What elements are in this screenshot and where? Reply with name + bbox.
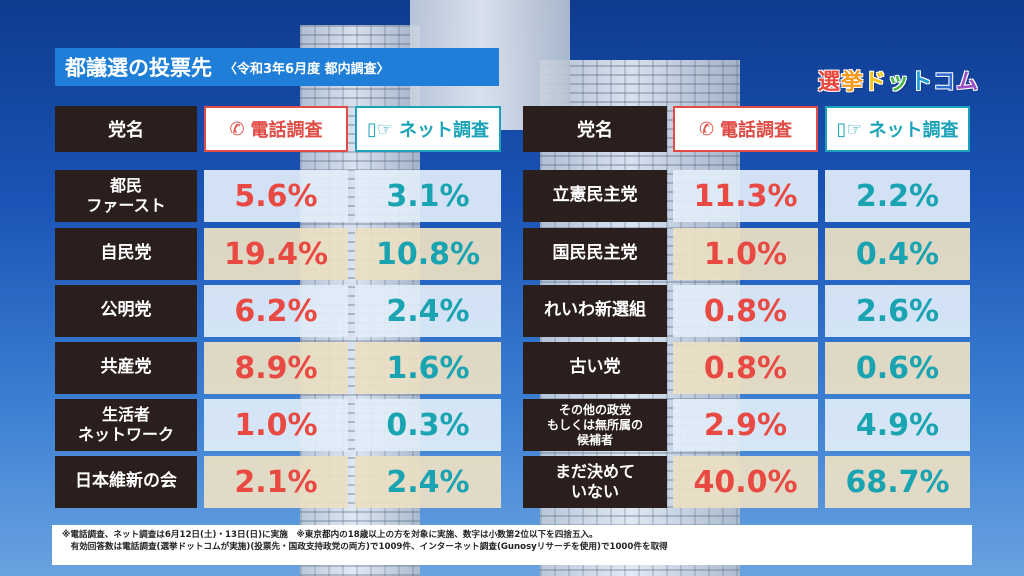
net-value: 1.6% [355, 342, 501, 394]
net-value: 3.1% [355, 170, 501, 222]
phone-value: 5.6% [204, 170, 348, 222]
table-row: まだ決めて いない 40.0% 68.7% [0, 456, 1024, 508]
table-row: 自民党 19.4% 10.8% [0, 228, 1024, 280]
header-label: 党名 [108, 120, 144, 141]
phone-value: 2.1% [204, 456, 348, 508]
left-header-net: ▯☞ ネット調査 [355, 106, 501, 152]
header-label: 電話調査 [720, 120, 793, 141]
page-title: 都議選の投票先 [65, 56, 212, 80]
party-name: 立憲民主党 [523, 170, 667, 222]
phone-value: 40.0% [673, 456, 818, 508]
header-label: ネット調査 [399, 120, 490, 141]
footnote: ※電話調査、ネット調査は6月12日(土)・13日(日)に実施 ※東京都内の18歳… [52, 525, 972, 565]
table-row: れいわ新選組 0.8% 2.6% [0, 285, 1024, 337]
party-name: 生活者 ネットワーク [55, 399, 197, 451]
phone-value: 2.9% [673, 399, 818, 451]
net-value: 0.4% [825, 228, 970, 280]
party-name: 自民党 [55, 228, 197, 280]
phone-value: 1.0% [673, 228, 818, 280]
net-value: 0.3% [355, 399, 501, 451]
party-name: 共産党 [55, 342, 197, 394]
party-name: その他の政党 もしくは無所属の 候補者 [523, 399, 667, 451]
table-row: 生活者 ネットワーク 1.0% 0.3% [0, 399, 1024, 451]
right-header-party: 党名 [523, 106, 667, 152]
table-row: 国民民主党 1.0% 0.4% [0, 228, 1024, 280]
phone-value: 11.3% [673, 170, 818, 222]
left-header-party: 党名 [55, 106, 197, 152]
net-value: 2.6% [825, 285, 970, 337]
party-name: 日本維新の会 [55, 456, 197, 508]
phone-value: 1.0% [204, 399, 348, 451]
phone-icon: ✆ [229, 118, 245, 140]
footnote-line-2: 有効回答数は電話調査(選挙ドットコムが実施)(投票先・国政支持政党の両方)で10… [62, 542, 668, 553]
right-header-phone: ✆ 電話調査 [673, 106, 818, 152]
net-value: 4.9% [825, 399, 970, 451]
party-name: 公明党 [55, 285, 197, 337]
phone-value: 6.2% [204, 285, 348, 337]
phone-value: 19.4% [204, 228, 348, 280]
smartphone-icon: ▯☞ [366, 118, 394, 140]
header-label: 党名 [577, 120, 613, 141]
net-value: 68.7% [825, 456, 970, 508]
table-row: 古い党 0.8% 0.6% [0, 342, 1024, 394]
phone-value: 8.9% [204, 342, 348, 394]
party-name: れいわ新選組 [523, 285, 667, 337]
net-value: 2.2% [825, 170, 970, 222]
table-row: 公明党 6.2% 2.4% [0, 285, 1024, 337]
table-row: 立憲民主党 11.3% 2.2% [0, 170, 1024, 222]
smartphone-icon: ▯☞ [836, 118, 863, 140]
table-row: その他の政党 もしくは無所属の 候補者 2.9% 4.9% [0, 399, 1024, 451]
phone-value: 0.8% [673, 342, 818, 394]
party-name: 都民 ファースト [55, 170, 197, 222]
table-row: 共産党 8.9% 1.6% [0, 342, 1024, 394]
net-value: 10.8% [355, 228, 501, 280]
header-label: ネット調査 [868, 120, 959, 141]
page-subtitle: 〈令和3年6月度 都内調査〉 [224, 61, 390, 77]
phone-value: 0.8% [673, 285, 818, 337]
party-name: 国民民主党 [523, 228, 667, 280]
left-header-phone: ✆ 電話調査 [204, 106, 348, 152]
net-value: 2.4% [355, 456, 501, 508]
phone-icon: ✆ [698, 118, 715, 140]
brand-logo: 選挙ドットコム [818, 70, 980, 95]
right-header-net: ▯☞ ネット調査 [825, 106, 970, 152]
table-row: 日本維新の会 2.1% 2.4% [0, 456, 1024, 508]
net-value: 0.6% [825, 342, 970, 394]
net-value: 2.4% [355, 285, 501, 337]
footnote-line-1: ※電話調査、ネット調査は6月12日(土)・13日(日)に実施 ※東京都内の18歳… [62, 530, 598, 540]
party-name: 古い党 [523, 342, 667, 394]
title-bar: 都議選の投票先 〈令和3年6月度 都内調査〉 [55, 48, 499, 86]
party-name: まだ決めて いない [523, 456, 667, 508]
header-label: 電話調査 [250, 120, 323, 141]
table-row: 都民 ファースト 5.6% 3.1% [0, 170, 1024, 222]
